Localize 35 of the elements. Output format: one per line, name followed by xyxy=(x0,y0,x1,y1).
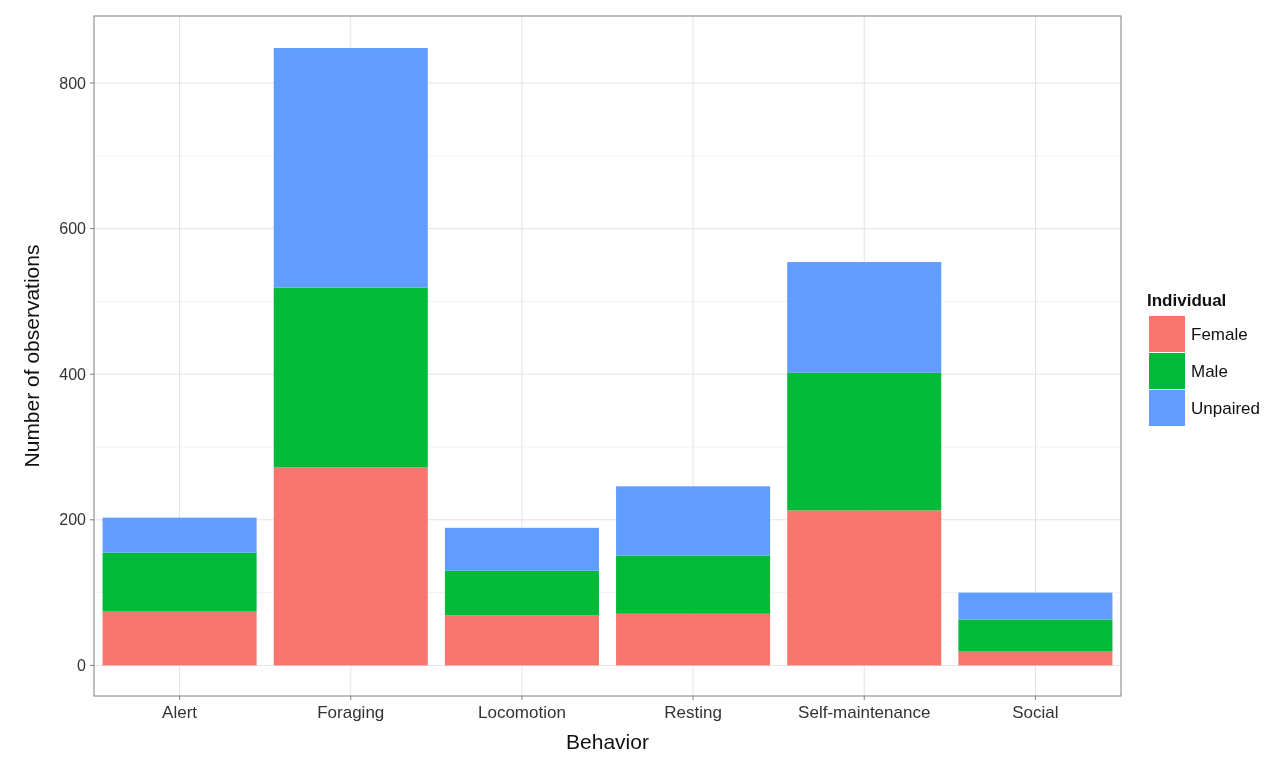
x-axis-title: Behavior xyxy=(566,730,649,753)
bar xyxy=(102,552,257,612)
x-tick-label: Locomotion xyxy=(477,703,566,722)
bar xyxy=(273,287,428,468)
bar xyxy=(102,517,257,553)
y-tick-label: 200 xyxy=(59,511,87,529)
x-tick-label: Resting xyxy=(664,703,722,722)
legend-label: Female xyxy=(1191,325,1248,344)
bar xyxy=(273,48,428,288)
y-tick-label: 400 xyxy=(59,365,87,383)
x-tick-label: Social xyxy=(1012,703,1059,722)
y-tick-label: 800 xyxy=(59,74,87,92)
bar xyxy=(444,570,599,616)
bar xyxy=(444,615,599,666)
y-tick-label: 600 xyxy=(59,220,87,238)
legend-title: Individual xyxy=(1147,291,1227,310)
bar xyxy=(958,592,1113,620)
bar xyxy=(444,527,599,571)
legend-label: Unpaired xyxy=(1191,399,1260,418)
bar xyxy=(787,262,942,373)
x-tick-label: Foraging xyxy=(317,703,385,722)
bar xyxy=(102,611,257,666)
x-tick-label: Self-maintenance xyxy=(798,703,931,722)
bar xyxy=(787,510,942,666)
y-tick-label: 0 xyxy=(77,657,87,675)
bar xyxy=(273,467,428,666)
legend-label: Male xyxy=(1191,362,1228,381)
bar xyxy=(616,613,771,666)
y-axis-title: Number of observations xyxy=(20,244,43,468)
bar xyxy=(616,555,771,614)
bar xyxy=(958,651,1113,666)
bar xyxy=(616,486,771,556)
bar xyxy=(787,372,942,511)
x-tick-label: Alert xyxy=(162,703,198,722)
bar xyxy=(958,619,1113,652)
